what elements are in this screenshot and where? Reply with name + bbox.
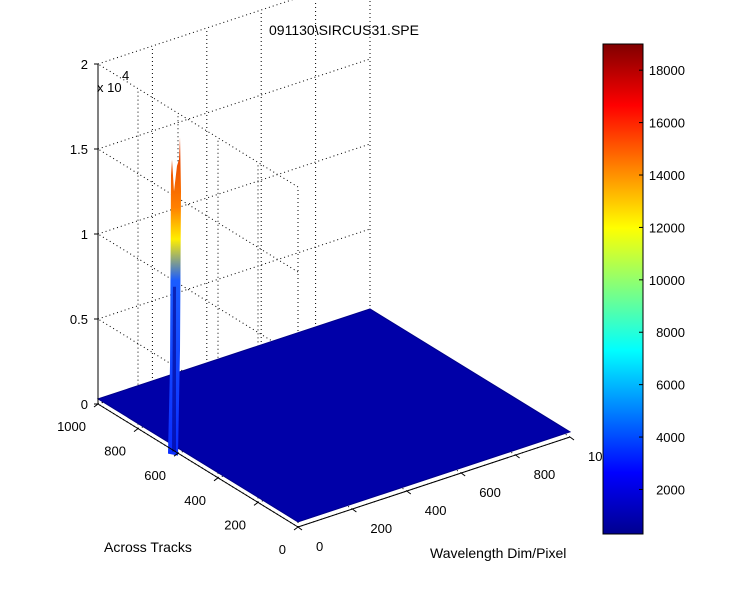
colorbar-ticks: 2000 4000 6000 8000 10000 12000 14000 16000 1800…: [639, 63, 685, 497]
x-tick-mark: [297, 526, 303, 531]
colorbar-gradient: [602, 43, 644, 535]
z-grid-line: [97, 228, 371, 320]
y-tick-label: 400: [184, 493, 206, 508]
colorbar-tick-label: 4000: [656, 430, 685, 445]
z-grid-line: [97, 58, 371, 150]
colorbar-tick-label: 6000: [656, 378, 685, 393]
x-tick-label: 800: [534, 467, 556, 482]
y-tick-label: 800: [104, 444, 126, 459]
tick-labels: 020040060080010000200400600800100000.511…: [57, 57, 617, 557]
colorbar-tick-label: 2000: [656, 482, 685, 497]
x-tick-label: 200: [370, 521, 392, 536]
colorbar-tick-label: 14000: [649, 168, 685, 183]
x-tick-mark: [352, 508, 357, 513]
z-tick-label: 0.5: [70, 312, 88, 327]
z-tick-label: 1: [81, 227, 88, 242]
y-axis-label: Across Tracks: [104, 539, 192, 555]
z-grid-line: [97, 233, 299, 358]
z-grid-line: [97, 143, 371, 235]
y-tick-mark: [293, 526, 299, 531]
x-tick-mark: [460, 472, 466, 477]
chart-title: 091130\SIRCUS31.SPE: [269, 22, 419, 38]
x-tick-mark: [406, 490, 412, 495]
colorbar-tick-label: 12000: [649, 220, 685, 235]
y-tick-mark: [133, 428, 139, 433]
x-tick-mark: [515, 454, 520, 459]
surface-spike-shadow: [172, 286, 176, 452]
x-axis-label: Wavelength Dim/Pixel: [430, 545, 566, 561]
z-tick-label: 1.5: [70, 142, 88, 157]
x-tick-label: 400: [425, 503, 447, 518]
colorbar-tick-label: 18000: [649, 63, 685, 78]
y-tick-mark: [253, 501, 259, 506]
surface: [96, 137, 572, 523]
x-tick-label: 0: [316, 539, 323, 554]
y-tick-label: 1000: [57, 419, 86, 434]
y-tick-label: 200: [224, 517, 246, 532]
y-tick-label: 600: [144, 468, 166, 483]
z-exponent: 4: [122, 68, 129, 83]
z-tick-label: 2: [81, 57, 88, 72]
y-axis-line: [97, 403, 299, 528]
colorbar-tick-label: 10000: [649, 273, 685, 288]
z-grid-line: [97, 148, 299, 273]
z-exponent-label: x 10: [97, 80, 122, 95]
y-tick-mark: [173, 452, 179, 457]
y-tick-mark: [213, 477, 219, 482]
colorbar: 2000 4000 6000 8000 10000 12000 14000 16000 1800…: [602, 43, 685, 535]
y-tick-label: 0: [279, 542, 286, 557]
colorbar-tick-label: 16000: [649, 116, 685, 131]
surface-plane: [96, 308, 572, 523]
x-axis-line: [297, 436, 571, 528]
x-tick-mark: [569, 436, 575, 441]
colorbar-tick-label: 8000: [656, 325, 685, 340]
z-tick-label: 0: [81, 397, 88, 412]
x-tick-label: 600: [479, 485, 501, 500]
